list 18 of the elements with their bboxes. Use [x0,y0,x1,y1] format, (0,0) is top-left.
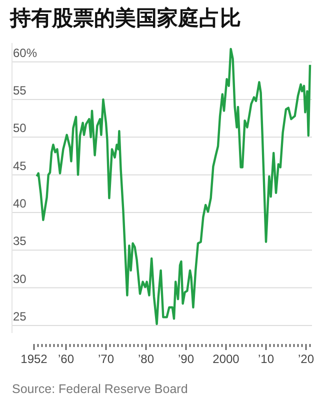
y-tick-label: 50 [13,121,27,136]
x-tick-label: 1952 [20,352,48,366]
y-tick-label: 25 [13,309,27,324]
x-tick-label: ’70 [98,352,114,366]
y-tick-label: 55 [13,83,27,98]
x-tick-label: ’60 [58,352,74,366]
y-tick-label: 60% [13,46,38,60]
y-tick-label: 35 [13,234,27,248]
y-tick-label: 40 [13,196,27,210]
x-tick-label: ’10 [258,352,274,366]
x-tick-label: ’90 [178,352,194,366]
x-tick-label: ’80 [138,352,154,366]
x-tick-label: 2000 [212,352,240,366]
x-tick-label: ’20 [298,352,314,366]
chart-title: 持有股票的美国家庭占比 [10,5,241,32]
y-tick-label: 30 [13,272,27,286]
source-note: Source: Federal Reserve Board [12,382,188,396]
y-tick-label: 45 [13,158,27,173]
